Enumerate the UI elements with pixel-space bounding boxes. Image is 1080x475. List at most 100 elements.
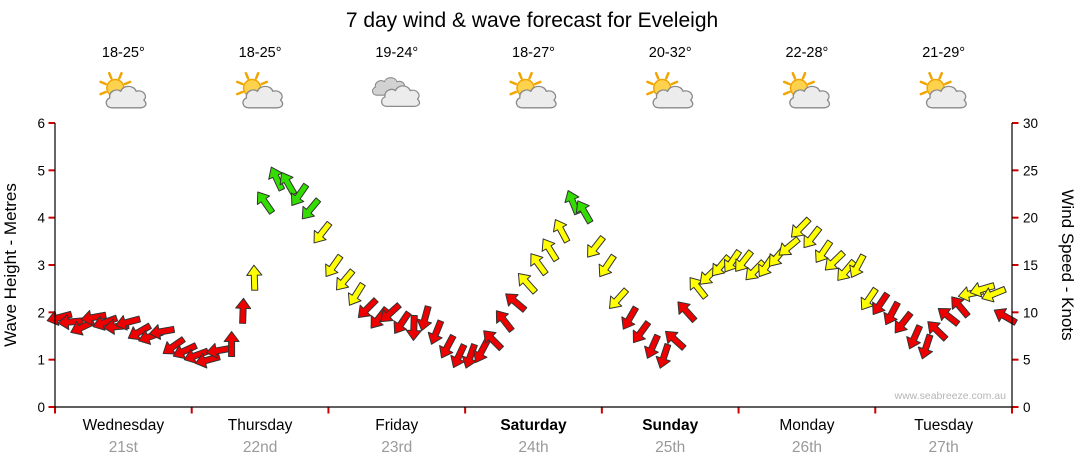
sun-cloud-icon [646, 71, 694, 109]
sun-cloud-icon [99, 71, 147, 109]
sun-ray [509, 80, 518, 86]
wind-arrow [677, 301, 698, 323]
wind-arrow [993, 308, 1018, 326]
sun-ray [646, 90, 654, 96]
cloud-shape [105, 85, 147, 109]
wind-arrow [790, 216, 812, 238]
cloud-shape [925, 85, 967, 109]
wind-arrow-shape [644, 333, 661, 359]
day-date-label: 25th [655, 439, 685, 456]
wind-arrow-shape [517, 272, 538, 295]
wind-arrow [416, 305, 433, 332]
sun-ray [236, 80, 244, 86]
wind-arrow [336, 268, 356, 291]
wind-arrow-shape [325, 253, 344, 277]
wind-arrow [450, 343, 468, 369]
day-date-label: 21st [109, 439, 139, 456]
sun-cloud-icon [236, 71, 284, 109]
wind-arrow-shape [483, 330, 504, 352]
wind-arrow [860, 286, 879, 311]
wind-arrow-shape [598, 253, 617, 278]
right-axis-tick-label: 15 [1023, 258, 1038, 273]
wind-arrow [609, 287, 629, 310]
day-name-label: Wednesday [83, 417, 165, 434]
wind-arrow-shape [495, 310, 515, 333]
sun-ray [801, 71, 807, 80]
right-axis-tick-label: 25 [1023, 163, 1038, 178]
wind-arrow [80, 309, 107, 326]
wind-arrow [92, 314, 119, 331]
day-date-label: 23rd [381, 439, 412, 456]
wind-arrow-shape [223, 331, 240, 357]
wind-arrow-shape [172, 342, 198, 360]
wind-arrow-shape [860, 286, 879, 311]
wind-arrow [393, 310, 412, 334]
wind-arrow-shape [450, 343, 468, 369]
right-axis-title: Wind Speed - Knots [1058, 189, 1077, 340]
sun-ray [782, 80, 791, 86]
wind-arrow [917, 333, 934, 360]
sun-ray [782, 90, 791, 96]
wind-arrow [473, 338, 491, 364]
wind-arrow [951, 296, 971, 319]
wind-arrow-shape [235, 297, 252, 324]
sun-ray [664, 71, 670, 80]
wind-arrow [872, 291, 891, 316]
day-name-label: Thursday [228, 417, 293, 434]
wind-arrow-shape [937, 307, 961, 327]
sun-ray [919, 90, 928, 96]
chart-dynamic-layer: 0 1 2 3 4 5 6 0 5 10 15 20 25 30 18-25° Wednesday 21st 18… [37, 45, 1038, 456]
sun-ray [533, 80, 542, 86]
right-axis-tick-label: 10 [1023, 305, 1038, 320]
wind-arrow [301, 197, 322, 220]
cloud-shape [789, 85, 831, 109]
wind-arrow [439, 333, 457, 359]
right-axis-tick-label: 20 [1023, 211, 1038, 226]
wind-arrow-shape [115, 315, 142, 331]
wind-arrow-shape [505, 293, 528, 313]
wind-arrow-shape [183, 347, 210, 364]
day-date-label: 26th [792, 439, 822, 456]
left-axis-tick-label: 5 [37, 163, 45, 178]
wind-arrow [664, 330, 687, 351]
wind-arrow-shape [380, 302, 402, 323]
wind-arrow [290, 182, 310, 206]
wind-arrow-shape [689, 277, 709, 300]
left-axis-tick-label: 6 [37, 116, 45, 131]
wind-arrow-shape [246, 264, 263, 291]
sun-ray [509, 90, 518, 96]
sun-ray [670, 80, 679, 86]
wind-arrow-shape [205, 343, 233, 359]
wind-arrow [883, 300, 901, 326]
wind-arrow-shape [981, 285, 1007, 303]
wind-arrow-shape [575, 200, 594, 225]
wind-arrow [937, 307, 961, 327]
sun-ray [99, 80, 107, 86]
wind-arrow [517, 272, 538, 295]
wind-arrow-shape [745, 259, 766, 281]
wind-arrow [223, 331, 240, 357]
wind-arrow [427, 319, 445, 345]
day-name-label: Friday [375, 417, 418, 434]
wind-arrow [712, 254, 732, 277]
cloud-shape [515, 85, 557, 109]
left-axis-title: Wave Height - Metres [1, 183, 20, 347]
sun-ray [244, 71, 250, 80]
wind-arrow-shape [927, 321, 949, 342]
wind-arrow-shape [80, 309, 107, 326]
sun-ray [118, 71, 123, 80]
wind-arrow [575, 200, 594, 225]
wind-arrow [803, 225, 823, 249]
sun-ray [260, 80, 269, 86]
wind-arrow [483, 330, 504, 352]
wind-arrow [461, 343, 478, 369]
sun-ray [807, 80, 815, 86]
wind-arrow-shape [92, 314, 119, 331]
wind-arrow-shape [655, 343, 672, 369]
wind-arrow [162, 336, 186, 355]
cloud-shape [652, 85, 694, 109]
right-axis-tick-label: 30 [1023, 116, 1038, 131]
wind-arrow [969, 282, 996, 298]
wind-arrow-shape [894, 310, 914, 334]
day-temperature-label: 19-24° [375, 45, 418, 61]
